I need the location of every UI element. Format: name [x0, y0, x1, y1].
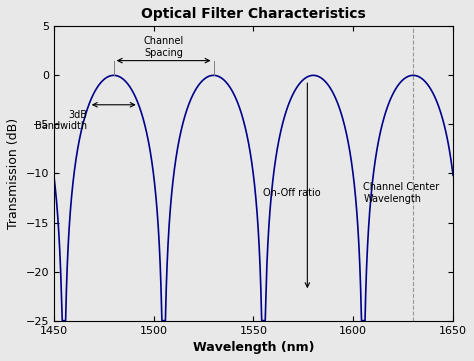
- Text: Channel
Spacing: Channel Spacing: [144, 36, 184, 58]
- Text: Channel Center
Wavelength: Channel Center Wavelength: [363, 182, 439, 204]
- Text: On-Off ratio: On-Off ratio: [264, 188, 321, 198]
- X-axis label: Wavelength (nm): Wavelength (nm): [193, 341, 314, 354]
- Text: 3dB
Bandwidth: 3dB Bandwidth: [35, 110, 87, 131]
- Title: Optical Filter Characteristics: Optical Filter Characteristics: [141, 7, 366, 21]
- Y-axis label: Transmission (dB): Transmission (dB): [7, 118, 20, 229]
